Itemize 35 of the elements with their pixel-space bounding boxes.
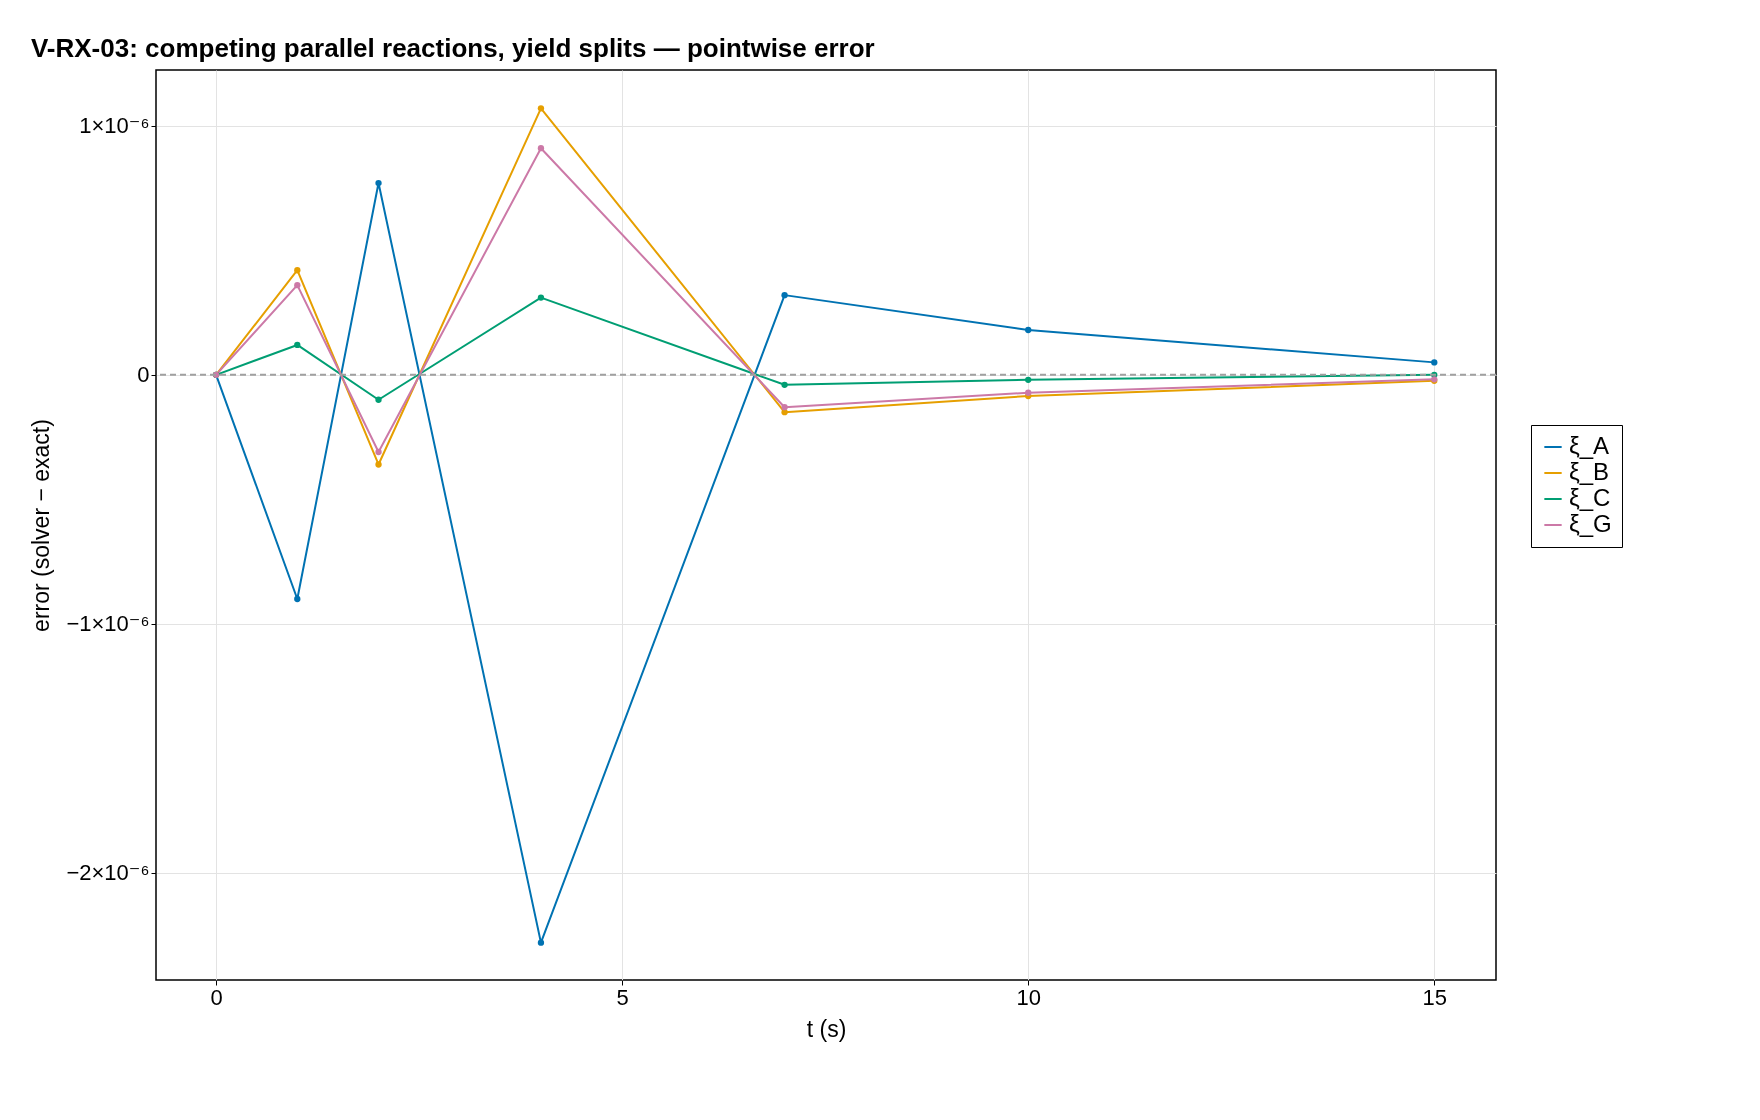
point: [294, 341, 301, 349]
x-axis-title: t (s): [806, 1015, 847, 1042]
x-tick-label: 5: [616, 984, 629, 1010]
point: [781, 381, 788, 388]
point: [537, 294, 545, 301]
point: [781, 291, 788, 299]
point: [1025, 376, 1032, 383]
point: [1431, 359, 1438, 366]
y-tick-label: 1×10⁻⁶: [79, 113, 150, 139]
x-tick-label: 10: [1016, 984, 1041, 1010]
point: [294, 595, 301, 603]
point: [375, 179, 382, 187]
legend-label: ξ_B: [1569, 458, 1610, 485]
point: [537, 939, 545, 946]
point: [375, 448, 382, 456]
point: [781, 409, 788, 416]
legend-label: ξ_A: [1569, 432, 1610, 459]
legend-label: ξ_C: [1569, 484, 1611, 511]
y-tick-label: −1×10⁻⁶: [66, 611, 150, 637]
x-tick-label: 0: [210, 984, 223, 1010]
point: [537, 105, 545, 112]
point: [537, 145, 545, 152]
y-axis-title: error (solver − exact): [28, 419, 55, 632]
x-tick-label: 15: [1422, 984, 1448, 1010]
point: [375, 396, 382, 403]
point: [781, 404, 788, 411]
point: [1025, 326, 1032, 334]
point: [294, 282, 301, 289]
chart-title: V-RX-03: competing parallel reactions, yield splits — pointwise error: [30, 33, 875, 63]
legend-label: ξ_G: [1569, 510, 1612, 537]
y-tick-label: 0: [137, 362, 150, 388]
point: [1025, 389, 1032, 396]
y-tick-label: −2×10⁻⁶: [66, 860, 150, 886]
point: [294, 267, 301, 274]
point: [375, 461, 382, 468]
